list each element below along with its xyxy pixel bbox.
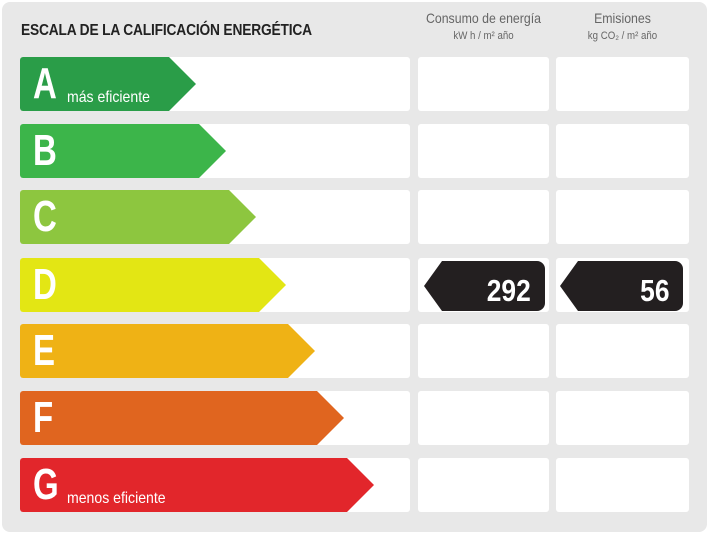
consumption-cell-g bbox=[418, 458, 549, 512]
emissions-value: 56 bbox=[639, 273, 669, 308]
consumption-cell-f bbox=[418, 391, 549, 445]
emissions-cell-d: 56 bbox=[556, 258, 689, 312]
emissions-cell-f bbox=[556, 391, 689, 445]
emissions-header: Emisiones kg CO₂ / m² año bbox=[556, 10, 689, 42]
rating-sublabel: menos eficiente bbox=[67, 490, 166, 507]
rating-letter: C bbox=[33, 192, 57, 241]
rating-letter: A bbox=[33, 59, 57, 108]
consumption-cell-d: 292 bbox=[418, 258, 549, 312]
consumption-header-unit: kW h / m² año bbox=[453, 30, 514, 42]
consumption-value: 292 bbox=[487, 273, 531, 308]
rating-arrow-f: F bbox=[20, 391, 344, 445]
consumption-cell-c bbox=[418, 190, 549, 244]
rating-sublabel: más eficiente bbox=[67, 89, 150, 106]
consumption-cell-a bbox=[418, 57, 549, 111]
rating-arrow-c: C bbox=[20, 190, 256, 244]
consumption-cell-e bbox=[418, 324, 549, 378]
emissions-cell-b bbox=[556, 124, 689, 178]
consumption-header: Consumo de energía kW h / m² año bbox=[418, 10, 549, 42]
label-title: ESCALA DE LA CALIFICACIÓN ENERGÉTICA bbox=[21, 22, 312, 39]
rating-arrow-b: B bbox=[20, 124, 226, 178]
rating-letter: E bbox=[33, 326, 56, 375]
emissions-value-badge: 56 bbox=[560, 261, 683, 311]
consumption-value-badge: 292 bbox=[424, 261, 545, 311]
emissions-header-label: Emisiones bbox=[594, 10, 651, 26]
rating-arrow-d: D bbox=[20, 258, 286, 312]
consumption-cell-b bbox=[418, 124, 549, 178]
consumption-header-label: Consumo de energía bbox=[425, 10, 542, 26]
rating-arrow-e: E bbox=[20, 324, 315, 378]
rating-letter: F bbox=[33, 393, 54, 442]
emissions-cell-a bbox=[556, 57, 689, 111]
rating-letter: B bbox=[33, 126, 57, 175]
emissions-cell-c bbox=[556, 190, 689, 244]
rating-letter: D bbox=[33, 260, 57, 309]
rating-letter: G bbox=[33, 460, 59, 509]
emissions-cell-e bbox=[556, 324, 689, 378]
emissions-header-unit: kg CO₂ / m² año bbox=[587, 30, 658, 42]
emissions-cell-g bbox=[556, 458, 689, 512]
